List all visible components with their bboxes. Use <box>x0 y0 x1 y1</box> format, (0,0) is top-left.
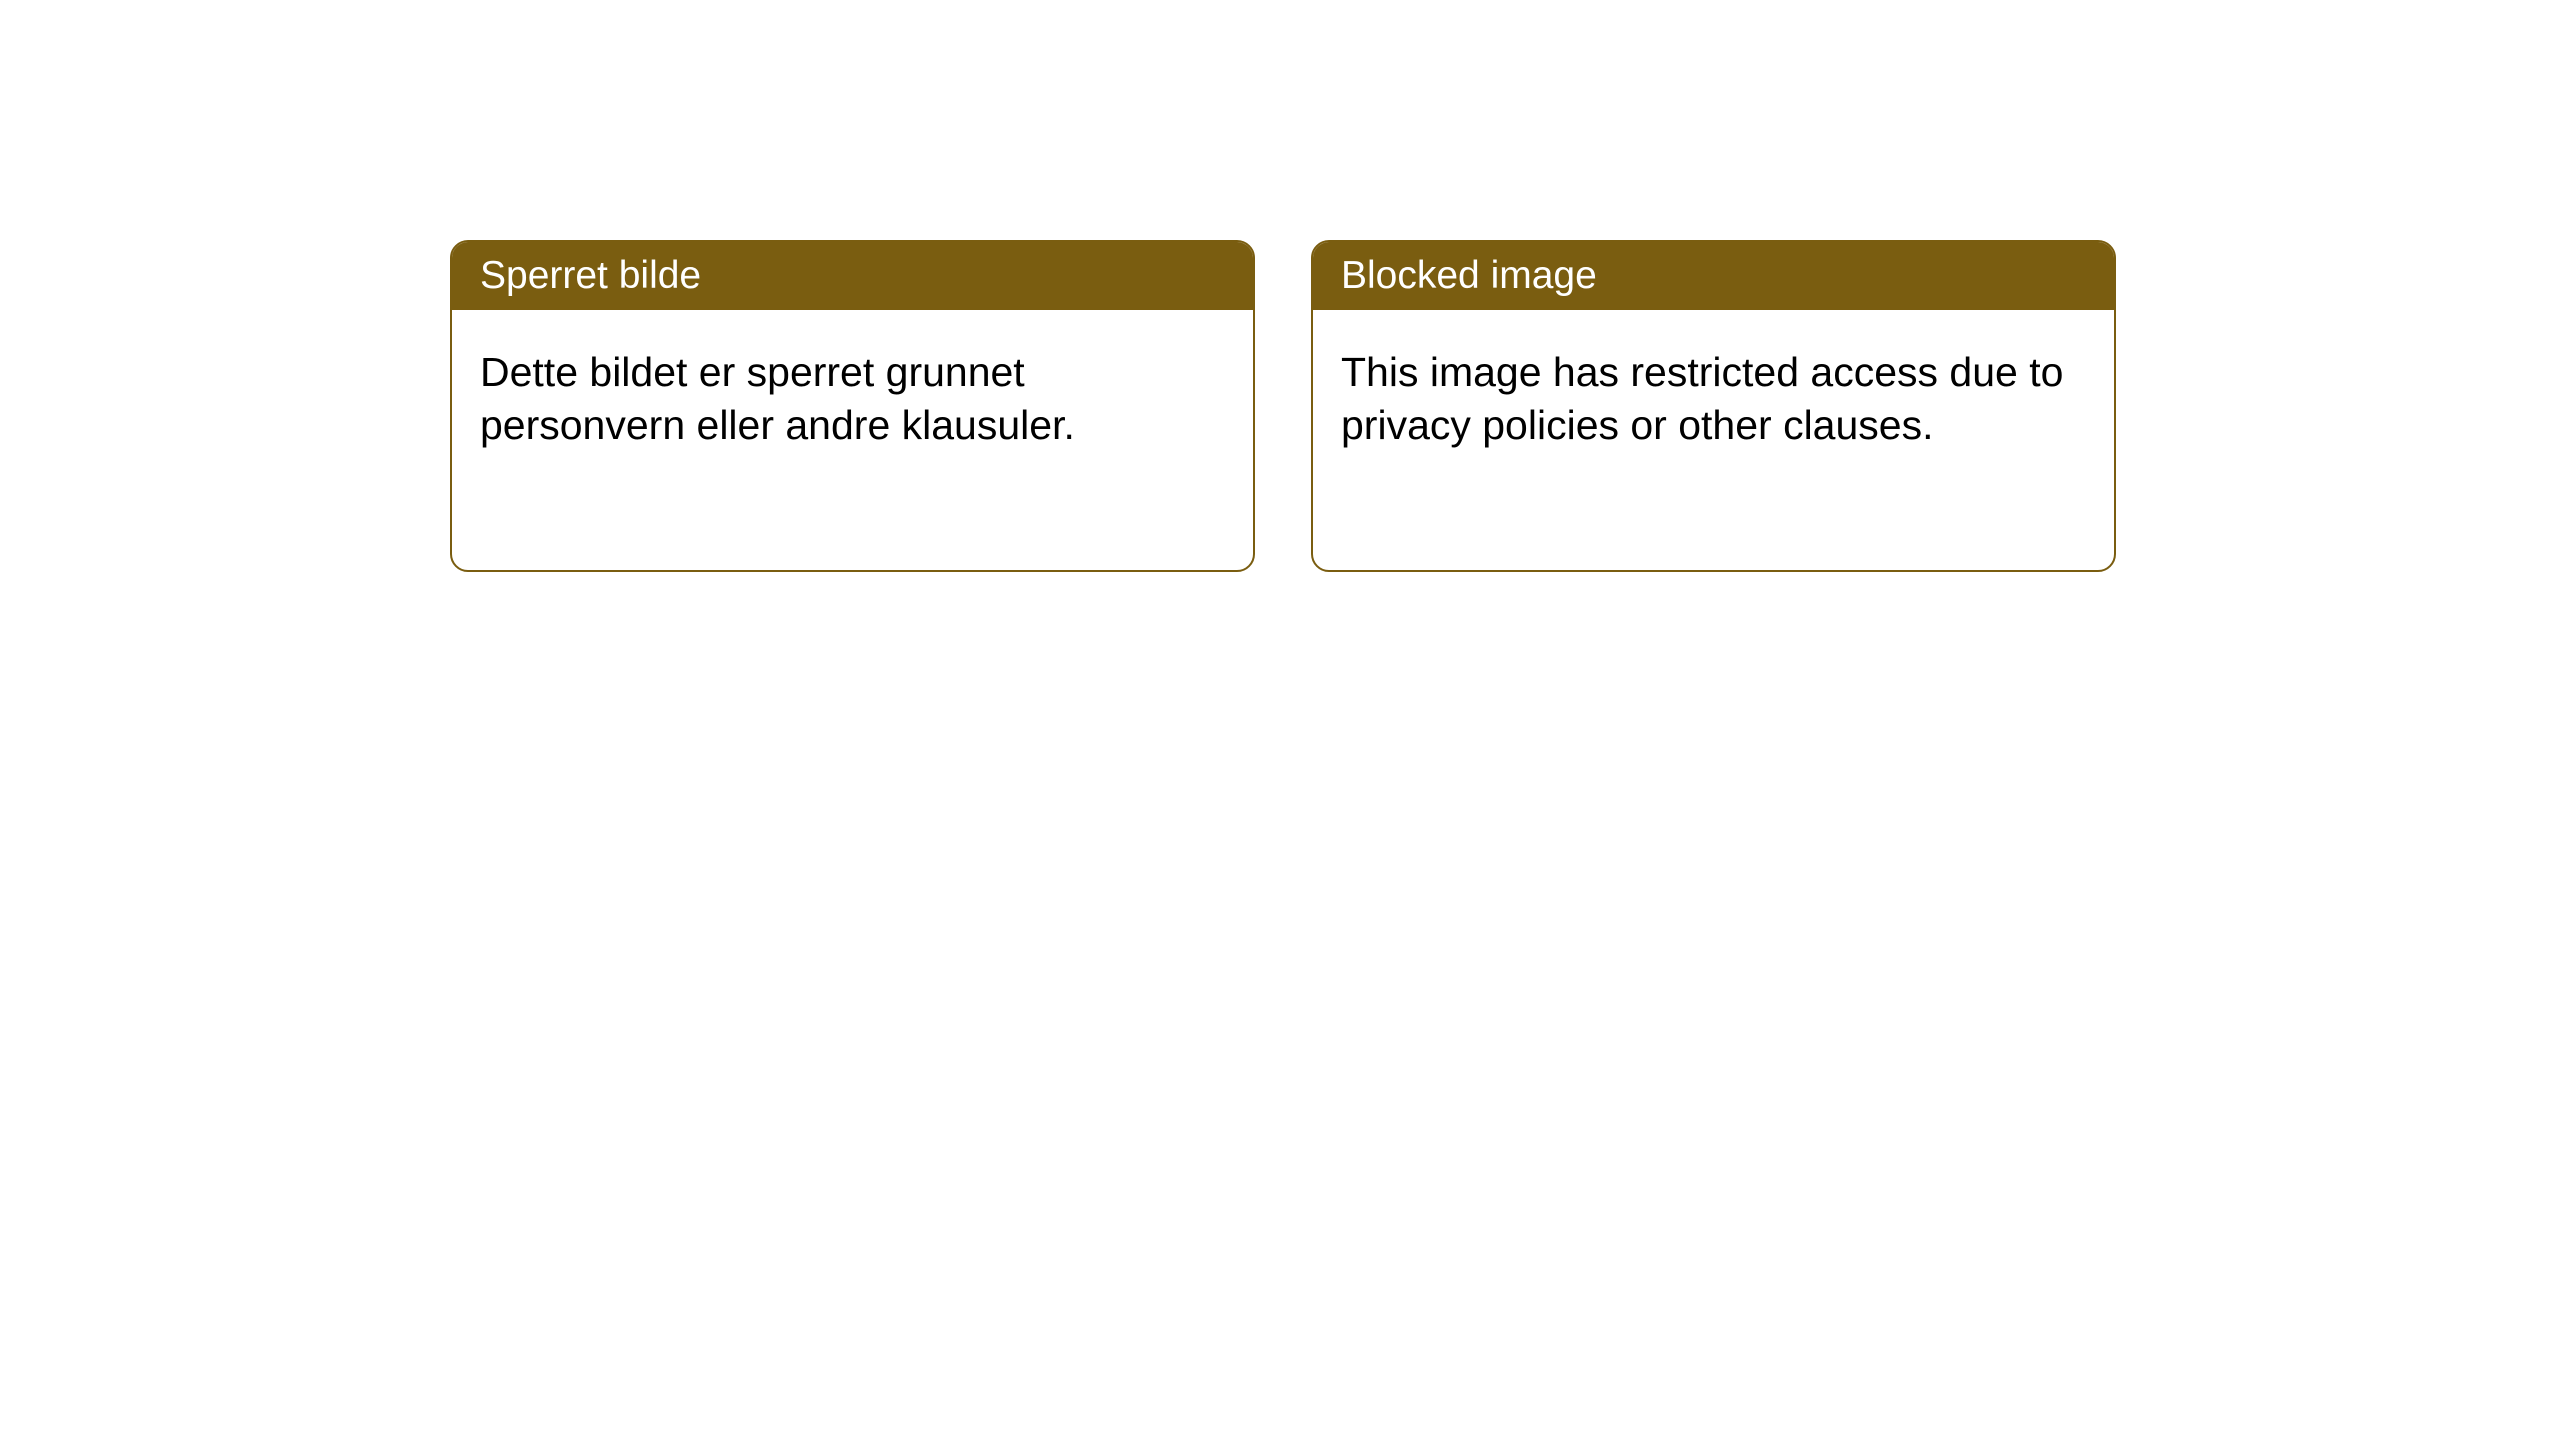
notice-title: Blocked image <box>1341 254 1597 297</box>
notice-body: Dette bildet er sperret grunnet personve… <box>452 310 1253 570</box>
notice-title: Sperret bilde <box>480 254 701 297</box>
notice-container: Sperret bilde Dette bildet er sperret gr… <box>450 240 2116 572</box>
notice-card-english: Blocked image This image has restricted … <box>1311 240 2116 572</box>
notice-header: Sperret bilde <box>452 242 1253 310</box>
notice-message: This image has restricted access due to … <box>1341 349 2063 448</box>
notice-header: Blocked image <box>1313 242 2114 310</box>
notice-body: This image has restricted access due to … <box>1313 310 2114 570</box>
notice-message: Dette bildet er sperret grunnet personve… <box>480 349 1075 448</box>
notice-card-norwegian: Sperret bilde Dette bildet er sperret gr… <box>450 240 1255 572</box>
